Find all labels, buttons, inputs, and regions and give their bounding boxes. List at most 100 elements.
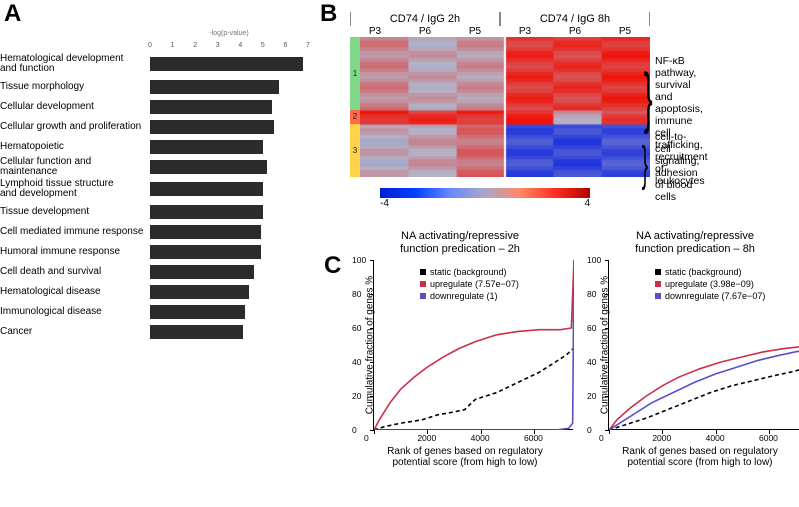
ytick: 100 [352, 255, 369, 265]
bar-chart-rows: Hematological developmentand function Tis… [0, 28, 308, 341]
bar-fill [150, 245, 261, 259]
legend-label: upregulate (7.57e−07) [430, 278, 519, 290]
bar-fill [150, 205, 263, 219]
lineplot-8h: NA activating/repressivefunction predica… [580, 230, 799, 500]
heatmap-cluster-block: 3 [350, 124, 360, 177]
bar-row: Hematopoietic [0, 137, 308, 156]
heatmap-header-group: CD74 / IgG 2h [350, 12, 500, 26]
heatmap-subheader-col: P6 [400, 26, 450, 37]
bar-row: Tissue development [0, 202, 308, 221]
ytick: 100 [587, 255, 604, 265]
heatmap-cluster-block: 1 [350, 37, 360, 110]
brace-icon: } [642, 141, 648, 189]
bar-label: Hematopoietic [0, 142, 150, 152]
legend-label: static (background) [430, 266, 507, 278]
bar-row: Hematological developmentand function [0, 52, 308, 76]
ytick: 0 [352, 425, 369, 435]
bar-label: Cancer [0, 327, 150, 337]
bar-fill [150, 285, 249, 299]
bar-label: Cellular function and maintenance [0, 157, 150, 177]
lineplot-2h: NA activating/repressivefunction predica… [345, 230, 575, 500]
bar-row: Cell death and survival [0, 262, 308, 281]
plot-legend: static (background)upregulate (7.57e−07)… [420, 266, 519, 302]
heatmap: CD74 / IgG 2hCD74 / IgG 8h P3P6P5P3P6P5 … [350, 12, 650, 177]
ytick: 0 [587, 425, 604, 435]
ytick: 20 [587, 391, 604, 401]
legend-marker [655, 269, 661, 275]
colorbar-max: 4 [584, 198, 590, 209]
legend-row: static (background) [420, 266, 519, 278]
heatmap-subheader-col: P5 [450, 26, 500, 37]
legend-row: upregulate (3.98e−09) [655, 278, 765, 290]
heatmap-annotation: }cell-to-cell signaling,adhesion of bloo… [655, 129, 699, 204]
bar-label: Hematological disease [0, 287, 150, 297]
legend-label: static (background) [665, 266, 742, 278]
xtick: 6000 [524, 433, 543, 443]
bar-label: Cellular growth and proliferation [0, 122, 150, 132]
xtick: 2000 [417, 433, 436, 443]
heatmap-subheader-col: P3 [350, 26, 400, 37]
heatmap-colorbar: -4 4 [380, 188, 590, 212]
bar-fill [150, 182, 263, 196]
ytick: 60 [587, 323, 604, 333]
bar-row: Cancer [0, 322, 308, 341]
legend-label: upregulate (3.98e−09) [665, 278, 754, 290]
heatmap-cluster-block: 2 [350, 110, 360, 124]
bar-label: Tissue morphology [0, 82, 150, 92]
bar-label: Cell mediated immune response [0, 227, 150, 237]
ytick: 80 [352, 289, 369, 299]
colorbar-min: -4 [380, 198, 389, 209]
bar-chart-axis-title: -log(p-value) [209, 30, 248, 37]
heatmap-canvas [360, 37, 650, 177]
legend-marker [655, 293, 661, 299]
bar-fill [150, 160, 267, 174]
bar-label: Cell death and survival [0, 267, 150, 277]
bar-chart: -log(p-value) 01234567 Hematological dev… [0, 28, 308, 342]
bar-label: Lymphoid tissue structure and developmen… [0, 179, 150, 199]
xtick: 4000 [706, 433, 725, 443]
heatmap-cluster-column: 123 [350, 37, 360, 177]
bar-label: Immunological disease [0, 307, 150, 317]
plot-legend: static (background)upregulate (3.98e−09)… [655, 266, 765, 302]
heatmap-subheader-col: P5 [600, 26, 650, 37]
plot-area: Cumulative fraction of genes %0200040006… [373, 260, 573, 430]
bar-fill [150, 120, 274, 134]
bar-label: Hematological developmentand function [0, 54, 150, 74]
plot-area: Cumulative fraction of genes %0200040006… [608, 260, 799, 430]
bar-fill [150, 305, 245, 319]
legend-label: downregulate (1) [430, 290, 498, 302]
bar-row: Hematological disease [0, 282, 308, 301]
legend-marker [420, 293, 426, 299]
xtick: 2000 [652, 433, 671, 443]
bar-row: Cellular development [0, 97, 308, 116]
bar-row: Cell mediated immune response [0, 222, 308, 241]
bar-row: Humoral immune response [0, 242, 308, 261]
ytick: 60 [352, 323, 369, 333]
bar-fill [150, 325, 243, 339]
ytick: 80 [587, 289, 604, 299]
heatmap-header-group: CD74 / IgG 8h [500, 12, 650, 26]
plot-xlabel: Rank of genes based on regulatorypotenti… [600, 446, 799, 468]
ytick: 20 [352, 391, 369, 401]
legend-row: static (background) [655, 266, 765, 278]
bar-fill [150, 140, 263, 154]
bar-fill [150, 225, 261, 239]
heatmap-subheader-col: P3 [500, 26, 550, 37]
bar-label: Humoral immune response [0, 247, 150, 257]
legend-row: downregulate (1) [420, 290, 519, 302]
plot-title: NA activating/repressivefunction predica… [345, 230, 575, 260]
heatmap-header: CD74 / IgG 2hCD74 / IgG 8h [350, 12, 650, 26]
bar-chart-axis: -log(p-value) 01234567 [150, 28, 308, 52]
panel-b: B CD74 / IgG 2hCD74 / IgG 8h P3P6P5P3P6P… [320, 0, 798, 230]
heatmap-annotation-text: cell-to-cell signaling,adhesion of blood… [655, 129, 699, 204]
panel-a: A -log(p-value) 01234567 Hematological d… [0, 0, 310, 320]
legend-row: upregulate (7.57e−07) [420, 278, 519, 290]
bar-fill [150, 265, 254, 279]
ytick: 40 [352, 357, 369, 367]
colorbar-gradient [380, 188, 590, 198]
colorbar-labels: -4 4 [380, 198, 590, 209]
bar-row: Lymphoid tissue structure and developmen… [0, 177, 308, 201]
bar-fill [150, 57, 303, 71]
legend-row: downregulate (7.67e−07) [655, 290, 765, 302]
bar-fill [150, 80, 279, 94]
